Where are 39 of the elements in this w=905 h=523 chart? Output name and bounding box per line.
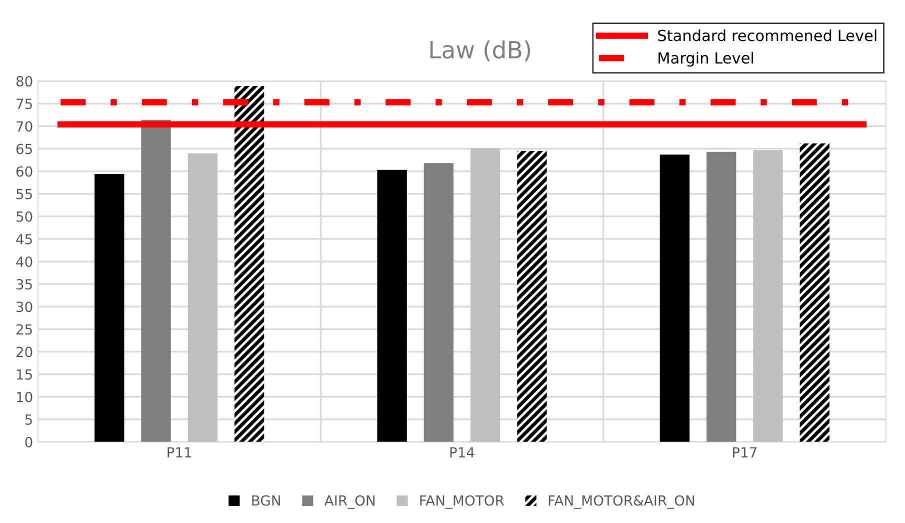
y-tick-label: 55 [16, 188, 32, 200]
bar [94, 174, 124, 442]
y-tick-label: 60 [16, 166, 32, 177]
bar [753, 150, 783, 442]
legend-label: Margin Level [658, 52, 754, 67]
y-tick-label: 30 [16, 302, 32, 312]
x-tick-label: P11 [168, 447, 192, 458]
bar [424, 163, 454, 442]
y-tick-label: 0 [25, 436, 32, 448]
y-tick-label: 50 [16, 211, 32, 222]
bar [377, 170, 407, 442]
y-tick-label: 20 [16, 346, 32, 358]
y-tick-label: 10 [17, 392, 32, 402]
chart-title: Law (dB) [430, 40, 530, 62]
bar [517, 150, 547, 442]
x-tick-label: P14 [450, 447, 474, 458]
legend-label: FAN_MOTOR [420, 495, 504, 509]
y-tick-label: 35 [16, 279, 32, 290]
y-tick-label: 5 [25, 414, 32, 425]
bar [188, 153, 218, 442]
bar [141, 120, 171, 442]
bar [234, 86, 264, 442]
bar [660, 154, 690, 442]
bar [470, 148, 500, 442]
y-tick-label: 75 [16, 98, 32, 110]
y-tick-label: 25 [16, 324, 32, 335]
y-tick-label: 15 [17, 369, 32, 380]
bar [706, 152, 736, 442]
y-tick-label: 45 [16, 234, 32, 244]
bar [800, 143, 830, 442]
x-tick-label: P17 [733, 447, 756, 458]
legend-label: Standard recommened Level [658, 29, 876, 42]
y-tick-label: 70 [16, 121, 32, 132]
legend-label: BGN [252, 495, 280, 506]
y-tick-label: 65 [16, 144, 32, 154]
y-tick-label: 80 [16, 76, 32, 87]
legend-label: AIR_ON [324, 495, 374, 509]
legend-label: FAN_MOTOR&AIR_ON [548, 495, 694, 509]
y-tick-label: 40 [16, 256, 32, 267]
